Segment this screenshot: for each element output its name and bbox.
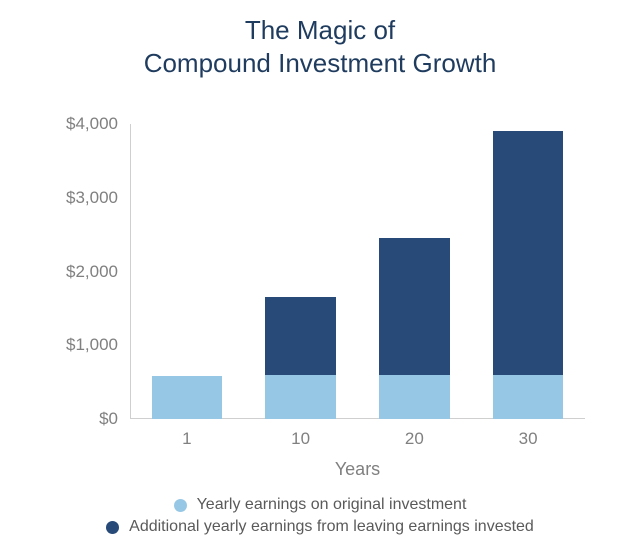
x-tick-label: 20 xyxy=(405,419,424,449)
chart-title-line2: Compound Investment Growth xyxy=(144,48,497,78)
y-tick-label: $3,000 xyxy=(66,188,130,208)
legend-label: Additional yearly earnings from leaving … xyxy=(129,518,534,536)
bar-segment-base xyxy=(493,375,564,419)
x-tick-label: 30 xyxy=(519,419,538,449)
bar xyxy=(379,238,450,419)
legend-swatch-icon xyxy=(174,499,187,512)
y-tick-label: $4,000 xyxy=(66,114,130,134)
bar-segment-base xyxy=(379,375,450,419)
chart-title: The Magic of Compound Investment Growth xyxy=(0,14,640,79)
x-tick-label: 10 xyxy=(291,419,310,449)
bar xyxy=(265,297,336,419)
legend-item: Yearly earnings on original investment xyxy=(0,496,640,514)
y-tick-label: $0 xyxy=(99,409,130,429)
plot-area: $0$1,000$2,000$3,000$4,0001102030Years xyxy=(130,124,585,419)
bar-segment-compound xyxy=(493,131,564,374)
legend-swatch-icon xyxy=(106,521,119,534)
chart-title-line1: The Magic of xyxy=(245,15,395,45)
y-tick-label: $1,000 xyxy=(66,335,130,355)
legend-label: Yearly earnings on original investment xyxy=(197,496,467,514)
x-axis-label: Years xyxy=(335,459,380,480)
bar-segment-base xyxy=(152,376,223,419)
bar xyxy=(493,131,564,419)
legend-item: Additional yearly earnings from leaving … xyxy=(0,518,640,536)
bar-segment-base xyxy=(265,375,336,419)
bar-segment-compound xyxy=(265,297,336,374)
x-tick-label: 1 xyxy=(182,419,191,449)
legend: Yearly earnings on original investment Ad… xyxy=(0,492,640,540)
bar xyxy=(152,376,223,419)
bar-segment-compound xyxy=(379,238,450,375)
y-axis-line xyxy=(130,124,131,419)
y-tick-label: $2,000 xyxy=(66,262,130,282)
